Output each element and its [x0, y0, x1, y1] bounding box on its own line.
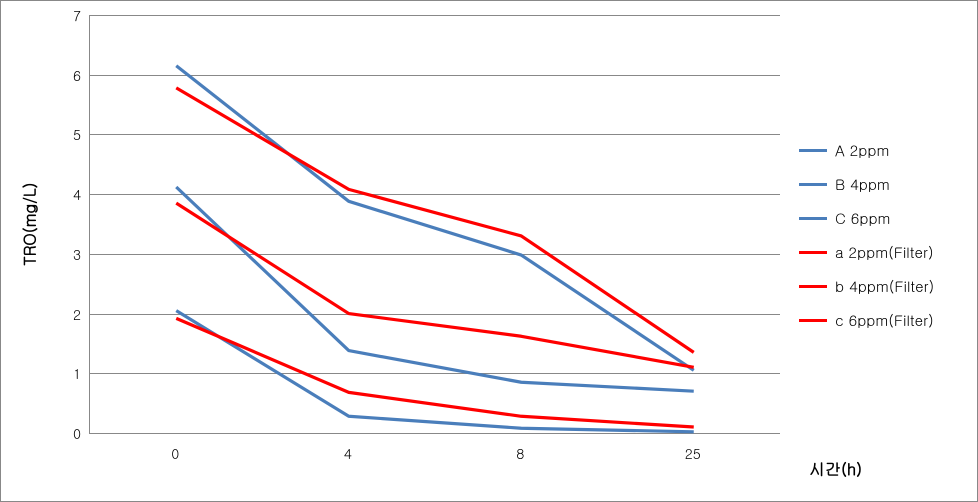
- legend-label: C 6ppm: [835, 208, 890, 229]
- y-tick-label: 0: [59, 423, 81, 443]
- legend-swatch: [799, 319, 827, 322]
- legend-item: B 4ppm: [799, 175, 934, 193]
- series-line: [176, 187, 694, 391]
- legend-item: C 6ppm: [799, 209, 934, 227]
- legend-swatch: [799, 285, 827, 288]
- y-tick-label: 4: [59, 184, 81, 204]
- x-axis-title: 시간(h): [809, 457, 862, 480]
- legend: A 2ppm B 4ppm C 6ppm a 2ppm(Filter) b 4ppm(F…: [799, 141, 934, 345]
- legend-label: B 4ppm: [835, 174, 890, 195]
- legend-swatch: [799, 183, 827, 186]
- x-tick-label: 25: [685, 443, 701, 463]
- y-tick-label: 1: [59, 363, 81, 383]
- x-tick-label: 4: [344, 443, 352, 463]
- legend-label: c 6ppm(Filter): [835, 310, 934, 331]
- legend-swatch: [799, 217, 827, 220]
- line-layer: [90, 15, 780, 433]
- y-tick-label: 3: [59, 244, 81, 264]
- legend-label: b 4ppm(Filter): [835, 276, 934, 297]
- legend-item: c 6ppm(Filter): [799, 311, 934, 329]
- legend-swatch: [799, 251, 827, 254]
- series-line: [176, 311, 694, 432]
- legend-label: a 2ppm(Filter): [835, 242, 934, 263]
- y-tick-label: 5: [59, 124, 81, 144]
- legend-item: b 4ppm(Filter): [799, 277, 934, 295]
- x-tick-label: 8: [516, 443, 524, 463]
- y-tick-label: 6: [59, 65, 81, 85]
- legend-item: A 2ppm: [799, 141, 934, 159]
- y-axis-title: TRO(mg/L): [18, 182, 41, 265]
- legend-label: A 2ppm: [835, 140, 889, 161]
- plot-area: [89, 15, 780, 434]
- legend-item: a 2ppm(Filter): [799, 243, 934, 261]
- y-tick-label: 2: [59, 304, 81, 324]
- y-tick-label: 7: [59, 5, 81, 25]
- legend-swatch: [799, 149, 827, 152]
- x-tick-label: 0: [171, 443, 179, 463]
- chart-container: 0 1 2 3 4 5 6 7 0 4 8 25 TRO(mg/L) 시간(h) A 2ppm B 4ppm C…: [0, 0, 978, 502]
- series-line: [176, 318, 694, 427]
